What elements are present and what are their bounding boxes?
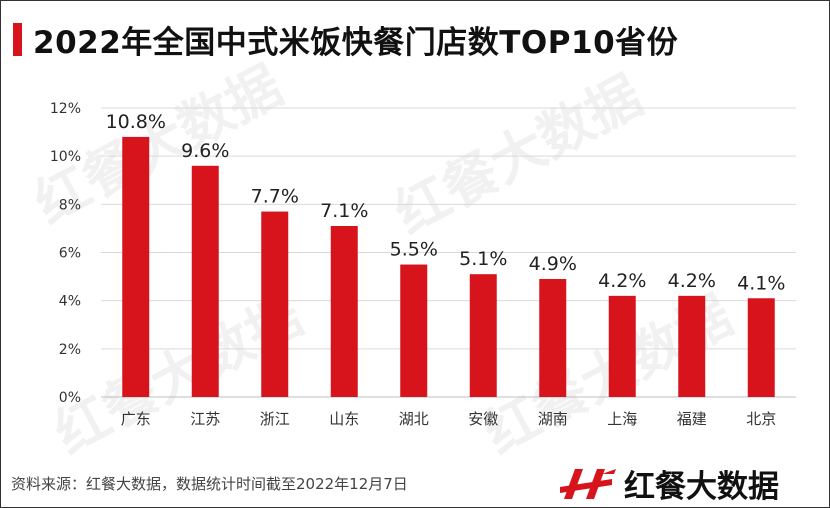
data-label: 9.6% bbox=[181, 140, 229, 162]
title-accent-bar bbox=[13, 23, 22, 56]
brand-name: 红餐大数据 bbox=[624, 469, 779, 505]
data-label: 4.2% bbox=[668, 270, 716, 292]
brand-logo: 红餐大数据 bbox=[556, 461, 779, 506]
bar bbox=[330, 226, 358, 397]
bar bbox=[122, 136, 150, 397]
y-tick-label: 2% bbox=[59, 342, 81, 358]
x-tick-label: 安徽 bbox=[468, 410, 498, 428]
x-tick-label: 北京 bbox=[746, 410, 776, 428]
bar bbox=[678, 295, 706, 397]
y-tick-label: 6% bbox=[59, 246, 81, 262]
bar bbox=[747, 298, 775, 397]
data-label: 10.8% bbox=[106, 111, 166, 133]
y-tick-label: 4% bbox=[59, 294, 81, 310]
x-tick-label: 浙江 bbox=[260, 410, 290, 428]
red-h-logo-icon bbox=[560, 468, 616, 499]
y-tick-label: 12% bbox=[50, 101, 81, 117]
bar bbox=[608, 295, 636, 397]
x-tick-label: 上海 bbox=[607, 410, 637, 428]
source-note: 资料来源：红餐大数据，数据统计时间截至2022年12月7日 bbox=[11, 475, 408, 493]
x-tick-label: 江苏 bbox=[190, 410, 220, 428]
bar bbox=[191, 165, 219, 397]
y-tick-label: 8% bbox=[59, 197, 81, 213]
x-tick-label: 湖北 bbox=[399, 410, 429, 428]
x-tick-label: 湖南 bbox=[538, 410, 568, 428]
x-tick-label: 广东 bbox=[121, 410, 151, 428]
y-tick-label: 10% bbox=[50, 149, 81, 165]
bar bbox=[469, 274, 497, 397]
y-tick-label: 0% bbox=[59, 390, 81, 406]
data-label: 7.7% bbox=[251, 186, 299, 208]
data-label: 4.9% bbox=[529, 253, 577, 275]
data-label: 4.1% bbox=[737, 272, 785, 294]
bar bbox=[539, 278, 567, 397]
data-label: 5.1% bbox=[459, 248, 507, 270]
x-tick-label: 山东 bbox=[329, 410, 359, 428]
data-label: 4.2% bbox=[598, 270, 646, 292]
chart-title: 2022年全国中式米饭快餐门店数TOP10省份 bbox=[33, 25, 679, 61]
data-label: 7.1% bbox=[320, 200, 368, 222]
x-tick-label: 福建 bbox=[677, 410, 707, 428]
bar bbox=[261, 211, 289, 397]
bar bbox=[400, 264, 428, 397]
data-label: 5.5% bbox=[390, 239, 438, 261]
